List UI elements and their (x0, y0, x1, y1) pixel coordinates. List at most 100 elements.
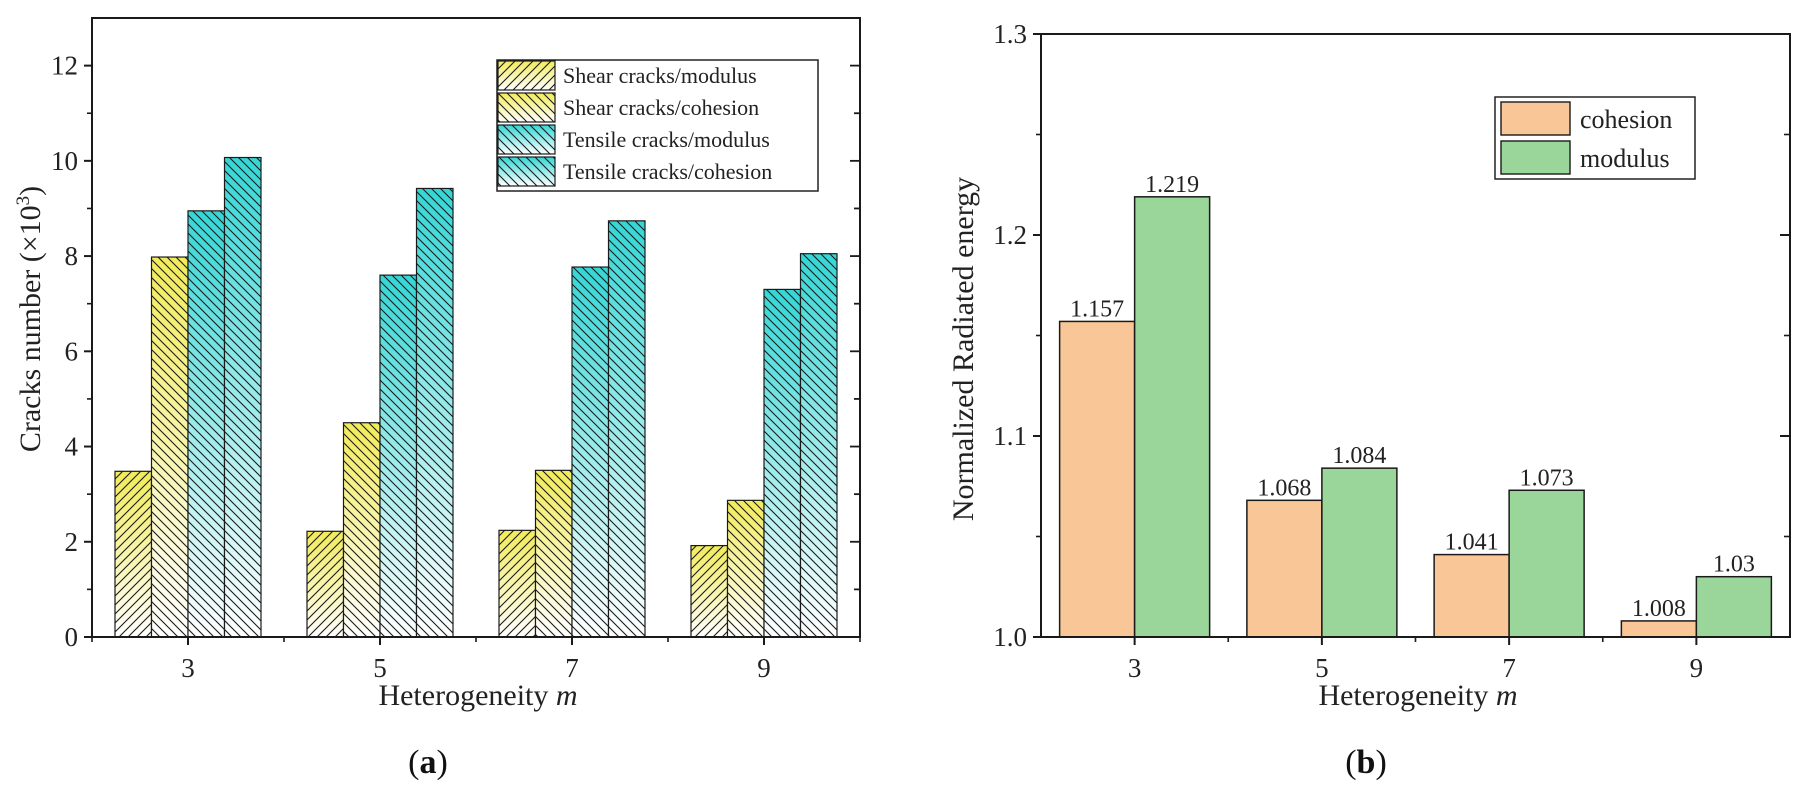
data-label-b-cohesion-m7: 1.041 (1445, 530, 1499, 556)
chart-b-x-tick-labels: 3 5 7 9 (1128, 653, 1703, 683)
bar-a-tensile-cracks-modulus-m3 (187, 210, 226, 638)
bar-a-tensile-cracks-cohesion-m9 (799, 253, 838, 638)
chart-b-y-tick-label: 1.3 (993, 19, 1027, 49)
bar-hatch (342, 422, 381, 638)
bar-a-shear-cracks-modulus-m7 (498, 529, 537, 638)
chart-b-x-tick-label: 3 (1128, 653, 1142, 683)
chart-a-y-tick-label: 12 (51, 51, 78, 81)
bar-hatch (607, 220, 646, 638)
bar-hatch (690, 544, 729, 638)
bar-hatch (799, 253, 838, 638)
data-label-b-cohesion-m9: 1.008 (1632, 596, 1686, 622)
bar-hatch (534, 469, 573, 638)
data-label-b-modulus-m5: 1.084 (1332, 443, 1386, 469)
bar-hatch (379, 274, 418, 638)
legend-b-swatch (1500, 140, 1571, 175)
bar-b-cohesion-m9 (1620, 620, 1698, 638)
legend-b-swatch (1500, 101, 1571, 136)
chart-a-y-axis-title: Cracks number (×103) (13, 186, 47, 452)
chart-a-axes (84, 17, 861, 645)
bar-hatch (306, 530, 345, 638)
chart-b-y-axis-title: Normalized Radiated energy (947, 177, 980, 521)
data-label-b-cohesion-m3: 1.157 (1070, 296, 1124, 322)
legend-a-swatch-hatch (497, 156, 556, 187)
chart-b: 1.1571.0681.0411.0081.2191.0841.0731.03 … (947, 19, 1791, 781)
bar-hatch (498, 529, 537, 638)
chart-a-y-tick-label: 6 (65, 336, 79, 366)
chart-b-x-tick-label: 5 (1315, 653, 1329, 683)
bar-a-tensile-cracks-cohesion-m3 (223, 156, 262, 638)
data-label-b-modulus-m3: 1.219 (1145, 172, 1199, 198)
bar-a-shear-cracks-modulus-m5 (306, 530, 345, 638)
panel-label-b: (b) (1345, 744, 1387, 781)
legend-a-label: Shear cracks/cohesion (563, 95, 759, 120)
chart-b-axes (1033, 33, 1791, 645)
chart-a: 0 2 4 6 8 10 12 3 5 7 9 Heterogeneity m Cracks nu… (13, 17, 861, 781)
chart-a-x-tick-label: 5 (373, 653, 387, 683)
bar-hatch (726, 499, 765, 638)
chart-b-y-tick-labels: 1.0 1.1 1.2 1.3 (993, 19, 1027, 652)
bar-b-modulus-m5 (1321, 467, 1398, 638)
chart-a-bars (114, 156, 838, 638)
legend-a-label: Tensile cracks/modulus (563, 127, 770, 152)
chart-b-y-tick-label: 1.0 (993, 622, 1027, 652)
chart-b-y-tick-label: 1.1 (993, 421, 1027, 451)
legend-a-label: Tensile cracks/cohesion (563, 159, 772, 184)
bar-hatch (415, 187, 454, 638)
bar-b-cohesion-m3 (1058, 320, 1136, 638)
legend-a-item-tensile-cracks-cohesion: Tensile cracks/cohesion (497, 156, 772, 187)
chart-a-legend: Shear cracks/modulus Shear cracks/cohesio… (496, 59, 819, 192)
bar-a-shear-cracks-modulus-m9 (690, 544, 729, 638)
bar-a-tensile-cracks-cohesion-m5 (415, 187, 454, 638)
chart-a-x-tick-label: 9 (757, 653, 771, 683)
data-label-b-cohesion-m5: 1.068 (1257, 475, 1311, 501)
chart-a-x-axis-title: Heterogeneity m (378, 679, 577, 712)
chart-a-y-tick-label: 0 (65, 622, 79, 652)
bar-a-shear-cracks-cohesion-m7 (534, 469, 573, 638)
bar-hatch (223, 156, 262, 638)
chart-b-bars (1058, 196, 1773, 638)
chart-a-y-tick-label: 4 (65, 432, 79, 462)
chart-b-x-tick-label: 7 (1502, 653, 1516, 683)
bar-a-shear-cracks-cohesion-m9 (726, 499, 765, 638)
chart-a-y-tick-label: 2 (65, 527, 79, 557)
legend-b-item-modulus: modulus (1500, 140, 1670, 175)
legend-b-label: cohesion (1580, 105, 1672, 134)
bar-hatch (114, 470, 153, 638)
legend-a-label: Shear cracks/modulus (563, 63, 757, 88)
chart-a-x-tick-label: 7 (565, 653, 579, 683)
chart-a-y-tick-label: 10 (51, 146, 78, 176)
bar-hatch (187, 210, 226, 638)
bar-a-shear-cracks-cohesion-m5 (342, 422, 381, 638)
bar-b-cohesion-m7 (1433, 553, 1510, 638)
chart-a-y-tick-label: 8 (65, 241, 79, 271)
bar-a-shear-cracks-modulus-m3 (114, 470, 153, 638)
bar-a-tensile-cracks-modulus-m9 (763, 288, 802, 638)
chart-b-x-axis-title: Heterogeneity m (1318, 679, 1517, 712)
bar-b-cohesion-m5 (1246, 499, 1323, 638)
bar-a-tensile-cracks-modulus-m7 (571, 266, 610, 638)
bar-b-modulus-m9 (1695, 575, 1773, 638)
chart-b-x-tick-label: 9 (1690, 653, 1704, 683)
chart-b-legend: cohesion modulus (1494, 96, 1696, 180)
legend-a-item-tensile-cracks-modulus: Tensile cracks/modulus (497, 124, 770, 155)
chart-a-y-tick-labels: 0 2 4 6 8 10 12 (51, 51, 79, 652)
data-label-b-modulus-m9: 1.03 (1713, 552, 1755, 578)
bar-hatch (571, 266, 610, 638)
legend-a-swatch-hatch (497, 124, 556, 155)
panel-label-a: (a) (408, 744, 448, 781)
bar-a-shear-cracks-cohesion-m3 (150, 256, 189, 638)
chart-a-x-tick-labels: 3 5 7 9 (181, 653, 771, 683)
legend-b-label: modulus (1580, 144, 1670, 173)
chart-a-x-tick-label: 3 (181, 653, 195, 683)
bar-hatch (150, 256, 189, 638)
legend-a-swatch-hatch (497, 92, 556, 123)
legend-a-item-shear-cracks-modulus: Shear cracks/modulus (497, 60, 757, 91)
bar-a-tensile-cracks-modulus-m5 (379, 274, 418, 638)
legend-a-item-shear-cracks-cohesion: Shear cracks/cohesion (497, 92, 759, 123)
chart-b-y-tick-label: 1.2 (993, 220, 1027, 250)
legend-b-item-cohesion: cohesion (1500, 101, 1672, 136)
bar-a-tensile-cracks-cohesion-m7 (607, 220, 646, 638)
bar-hatch (763, 288, 802, 638)
